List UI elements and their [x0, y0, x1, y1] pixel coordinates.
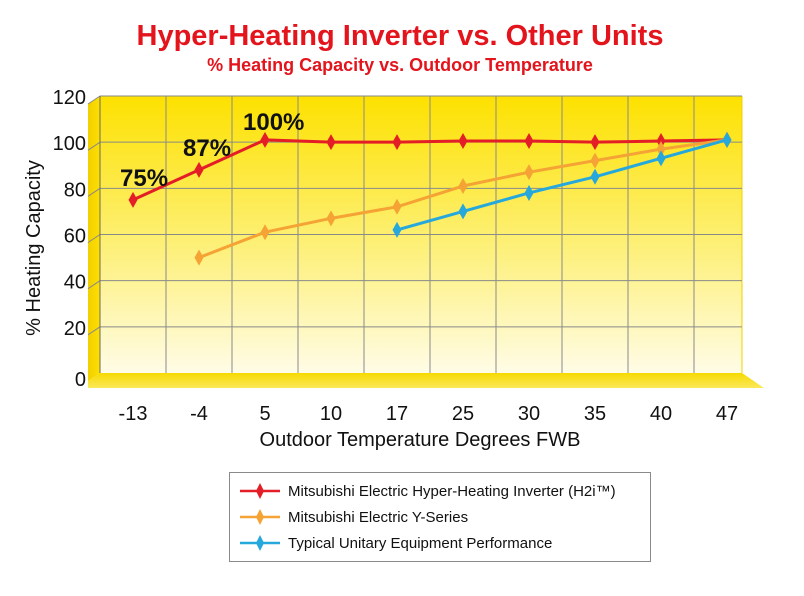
legend: Mitsubishi Electric Hyper-Heating Invert… — [229, 472, 651, 562]
legend-item-typical: Typical Unitary Equipment Performance — [238, 533, 552, 553]
x-tick-label: 5 — [259, 403, 270, 425]
data-point-marker — [524, 164, 534, 181]
legend-swatch-h2i — [240, 483, 280, 499]
legend-item-h2i: Mitsubishi Electric Hyper-Heating Invert… — [238, 481, 616, 501]
y-tick-label: 60 — [64, 226, 86, 248]
data-point-marker — [260, 131, 270, 148]
x-axis-label: Outdoor Temperature Degrees FWB — [260, 429, 581, 451]
data-label: 75% — [120, 165, 168, 192]
data-point-marker — [392, 198, 402, 215]
y-tick-label: 80 — [64, 179, 86, 201]
y-tick-label: 100 — [53, 133, 86, 155]
data-point-marker — [524, 133, 534, 150]
x-tick-label: -4 — [190, 403, 208, 425]
y-tick-label: 120 — [53, 87, 86, 109]
series-2 — [392, 131, 732, 238]
legend-swatch-typical — [240, 535, 280, 551]
y-gridline-side — [87, 280, 101, 290]
data-point-marker — [590, 152, 600, 169]
x-tick-label: 35 — [584, 403, 606, 425]
y-gridline-side — [87, 187, 101, 197]
chart-title: Hyper-Heating Inverter vs. Other Units — [136, 20, 664, 52]
series-1 — [194, 131, 732, 266]
legend-swatch-y-series — [240, 509, 280, 525]
data-point-marker — [590, 134, 600, 151]
y-gridline-side — [87, 95, 101, 105]
x-tick-label: 40 — [650, 403, 672, 425]
data-point-marker — [656, 133, 666, 150]
x-tick-label: 25 — [452, 403, 474, 425]
data-point-marker — [194, 161, 204, 178]
data-point-marker — [458, 203, 468, 220]
legend-label-y-series: Mitsubishi Electric Y-Series — [288, 508, 469, 526]
y-gridline-side — [87, 234, 101, 243]
y-tick-label: 40 — [64, 272, 86, 294]
data-point-marker — [458, 178, 468, 195]
x-tick-label: 17 — [386, 403, 408, 425]
legend-label-typical: Typical Unitary Equipment Performance — [288, 534, 553, 552]
y-tick-label: 20 — [64, 318, 86, 340]
data-point-marker — [392, 221, 402, 238]
legend-label-h2i: Mitsubishi Electric Hyper-Heating Invert… — [288, 482, 616, 500]
data-point-marker — [194, 249, 204, 266]
data-point-marker — [458, 133, 468, 150]
y-axis-label: % Heating Capacity — [23, 160, 45, 336]
x-tick-label: 30 — [518, 403, 540, 425]
data-label: 87% — [183, 135, 231, 162]
x-tick-label: 10 — [320, 403, 342, 425]
x-tick-label: 47 — [716, 403, 738, 425]
series-line — [396, 138, 728, 232]
chart-subtitle: % Heating Capacity vs. Outdoor Temperatu… — [207, 55, 593, 75]
legend-item-y-series: Mitsubishi Electric Y-Series — [238, 507, 468, 527]
data-point-marker — [524, 184, 534, 201]
data-point-marker — [722, 131, 732, 148]
data-point-marker — [392, 134, 402, 151]
data-point-marker — [656, 141, 666, 158]
data-point-marker — [260, 224, 270, 241]
y-gridline-side — [87, 326, 101, 336]
plot-floor — [88, 373, 764, 388]
data-point-marker — [326, 134, 336, 151]
data-point-marker — [590, 168, 600, 185]
data-label: 100% — [243, 109, 304, 136]
data-point-marker — [128, 191, 138, 208]
y-tick-label: 0 — [75, 369, 86, 391]
x-tick-label: -13 — [119, 403, 148, 425]
y-gridline-side — [87, 141, 101, 151]
data-point-marker — [656, 150, 666, 167]
series-line — [132, 138, 728, 202]
data-point-marker — [326, 210, 336, 227]
